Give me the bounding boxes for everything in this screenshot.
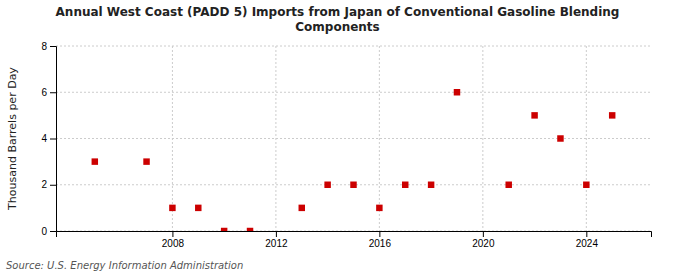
x-tick: 2016 — [369, 231, 392, 249]
x-tick: 2008 — [162, 231, 185, 249]
grid — [56, 46, 651, 231]
y-tick-mark — [50, 46, 56, 47]
x-tick-label: 2016 — [369, 238, 392, 249]
x-tick-mark — [379, 231, 380, 237]
grid-line-x — [275, 46, 276, 231]
y-tick: 4 — [41, 133, 56, 144]
chart: Annual West Coast (PADD 5) Imports from … — [0, 0, 675, 275]
x-tick: 2020 — [472, 231, 495, 249]
point — [402, 182, 408, 188]
y-axis-line — [50, 47, 57, 232]
x-tick-label: 2024 — [576, 238, 599, 249]
y-axis: 0 2 4 6 8 — [41, 41, 56, 237]
point — [299, 205, 305, 211]
point — [583, 182, 589, 188]
x-tick-mark — [483, 231, 484, 237]
x-tick-mark — [586, 231, 587, 237]
source: Source: U.S. Energy Information Administ… — [6, 260, 243, 271]
y-tick-label: 0 — [41, 226, 47, 237]
y-tick-mark — [50, 185, 56, 186]
y-tick: 0 — [41, 226, 56, 237]
y-axis-title: Thousand Barrels per Day — [6, 67, 19, 211]
point — [92, 158, 98, 164]
grid-line-x — [482, 46, 483, 231]
x-axis-line — [57, 232, 652, 238]
point — [531, 112, 537, 118]
grid-line-x — [172, 46, 173, 231]
grid-line-y — [56, 92, 651, 93]
point — [609, 112, 615, 118]
y-tick-mark — [50, 92, 56, 93]
point — [247, 228, 253, 231]
x-tick: 2012 — [265, 231, 288, 249]
point — [376, 205, 382, 211]
x-tick-mark — [172, 231, 173, 237]
point — [454, 89, 460, 95]
point — [169, 205, 175, 211]
point — [324, 182, 330, 188]
title: Annual West Coast (PADD 5) Imports from … — [56, 5, 620, 34]
x-tick-label: 2020 — [472, 238, 495, 249]
y-tick-label: 2 — [41, 179, 47, 190]
point — [350, 182, 356, 188]
grid-line-y — [56, 46, 651, 47]
point — [195, 205, 201, 211]
y-tick-label: 4 — [41, 133, 47, 144]
point — [143, 158, 149, 164]
x-tick: 2024 — [576, 231, 599, 249]
point — [505, 182, 511, 188]
grid-line-x — [379, 46, 380, 231]
point — [428, 182, 434, 188]
points — [92, 89, 616, 231]
grid-line-x — [586, 46, 587, 231]
y-tick-label: 8 — [41, 41, 47, 52]
y-tick-mark — [50, 139, 56, 140]
x-tick-label: 2012 — [265, 238, 288, 249]
x-tick-mark — [276, 231, 277, 237]
y-tick: 2 — [41, 179, 56, 190]
point — [557, 135, 563, 141]
point — [221, 228, 227, 231]
plot: 2008 2012 2016 2020 2024 0 2 4 6 8 — [41, 41, 651, 249]
y-tick: 8 — [41, 41, 56, 52]
y-tick-label: 6 — [41, 87, 47, 98]
y-tick-mark — [50, 231, 56, 232]
x-axis: 2008 2012 2016 2020 2024 — [57, 231, 652, 249]
x-tick-label: 2008 — [162, 238, 185, 249]
y-tick: 6 — [41, 87, 56, 98]
